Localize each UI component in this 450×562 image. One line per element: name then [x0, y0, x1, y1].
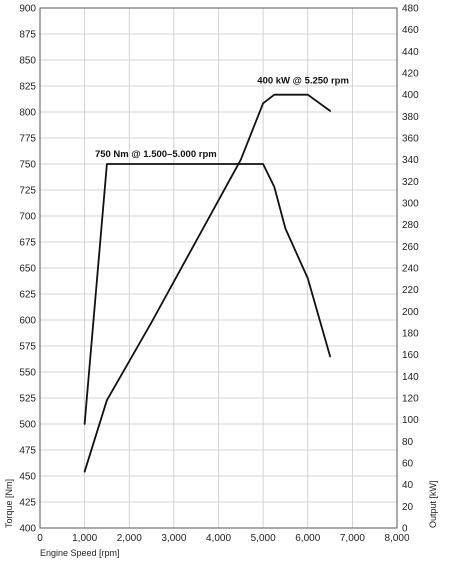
y-right-tick-label: 140 [402, 372, 419, 383]
y-left-tick-label: 775 [19, 134, 36, 145]
y-left-tick-label: 700 [19, 212, 36, 223]
y-left-tick-label: 575 [19, 342, 36, 353]
x-tick-label: 8,000 [384, 533, 409, 544]
x-tick-label: 0 [37, 533, 43, 544]
y-left-tick-label: 425 [19, 498, 36, 509]
y-left-tick-label: 400 [19, 524, 36, 535]
x-axis-title: Engine Speed [rpm] [40, 548, 120, 558]
y-axis-left-title: Torque [Nm] [4, 479, 14, 528]
x-tick-label: 3,000 [161, 533, 186, 544]
y-right-tick-label: 340 [402, 155, 419, 166]
tick-labels: 0 1,000 2,000 3,000 4,000 5,000 6,000 7,000 8,00… [19, 4, 419, 545]
y-right-tick-label: 60 [402, 459, 414, 470]
series-layer [83, 93, 332, 473]
y-right-tick-label: 280 [402, 220, 419, 231]
y-right-tick-label: 320 [402, 177, 419, 188]
y-left-tick-label: 750 [19, 160, 36, 171]
y-right-tick-label: 300 [402, 199, 419, 210]
x-tick-label: 1,000 [72, 533, 97, 544]
y-axis-right-title: Output [kW] [428, 480, 438, 528]
y-left-tick-label: 650 [19, 264, 36, 275]
y-left-tick-label: 550 [19, 368, 36, 379]
y-left-tick-label: 600 [19, 316, 36, 327]
y-left-tick-label: 625 [19, 290, 36, 301]
y-right-tick-label: 160 [402, 350, 419, 361]
series-line-torque [83, 163, 332, 425]
y-left-tick-label: 525 [19, 394, 36, 405]
series-line-output [83, 93, 332, 473]
y-left-tick-label: 875 [19, 30, 36, 41]
x-tick-label: 7,000 [340, 533, 365, 544]
y-right-tick-label: 480 [402, 4, 419, 15]
y-right-tick-label: 220 [402, 285, 419, 296]
x-tick-label: 4,000 [206, 533, 231, 544]
y-left-tick-label: 850 [19, 56, 36, 67]
x-tick-label: 5,000 [251, 533, 276, 544]
y-right-tick-label: 80 [402, 437, 414, 448]
y-right-tick-label: 240 [402, 264, 419, 275]
y-right-tick-label: 260 [402, 242, 419, 253]
y-right-tick-label: 40 [402, 480, 414, 491]
y-left-tick-label: 825 [19, 82, 36, 93]
y-left-tick-label: 450 [19, 472, 36, 483]
y-right-tick-label: 120 [402, 394, 419, 405]
y-right-tick-label: 460 [402, 25, 419, 36]
plot-frame [39, 7, 398, 529]
x-tick-label: 2,000 [117, 533, 142, 544]
y-left-tick-label: 800 [19, 108, 36, 119]
y-right-tick-label: 420 [402, 69, 419, 80]
y-right-tick-label: 400 [402, 90, 419, 101]
annotations: 750 Nm @ 1.500–5.000 rpm 400 kW @ 5.250 r… [95, 76, 349, 160]
y-right-tick-label: 380 [402, 112, 419, 123]
y-right-tick-label: 360 [402, 134, 419, 145]
y-right-tick-label: 100 [402, 415, 419, 426]
annotation-label: 400 kW @ 5.250 rpm [257, 76, 349, 87]
y-left-tick-label: 725 [19, 186, 36, 197]
y-right-tick-label: 20 [402, 502, 414, 513]
y-right-tick-label: 180 [402, 329, 419, 340]
y-right-tick-label: 200 [402, 307, 419, 318]
y-left-tick-label: 475 [19, 446, 36, 457]
x-tick-label: 6,000 [295, 533, 320, 544]
annotation-label: 750 Nm @ 1.500–5.000 rpm [95, 149, 217, 160]
y-left-tick-label: 500 [19, 420, 36, 431]
y-left-tick-label: 900 [19, 4, 36, 15]
y-right-tick-label: 440 [402, 47, 419, 58]
y-right-tick-label: 0 [402, 524, 408, 535]
y-left-tick-label: 675 [19, 238, 36, 249]
